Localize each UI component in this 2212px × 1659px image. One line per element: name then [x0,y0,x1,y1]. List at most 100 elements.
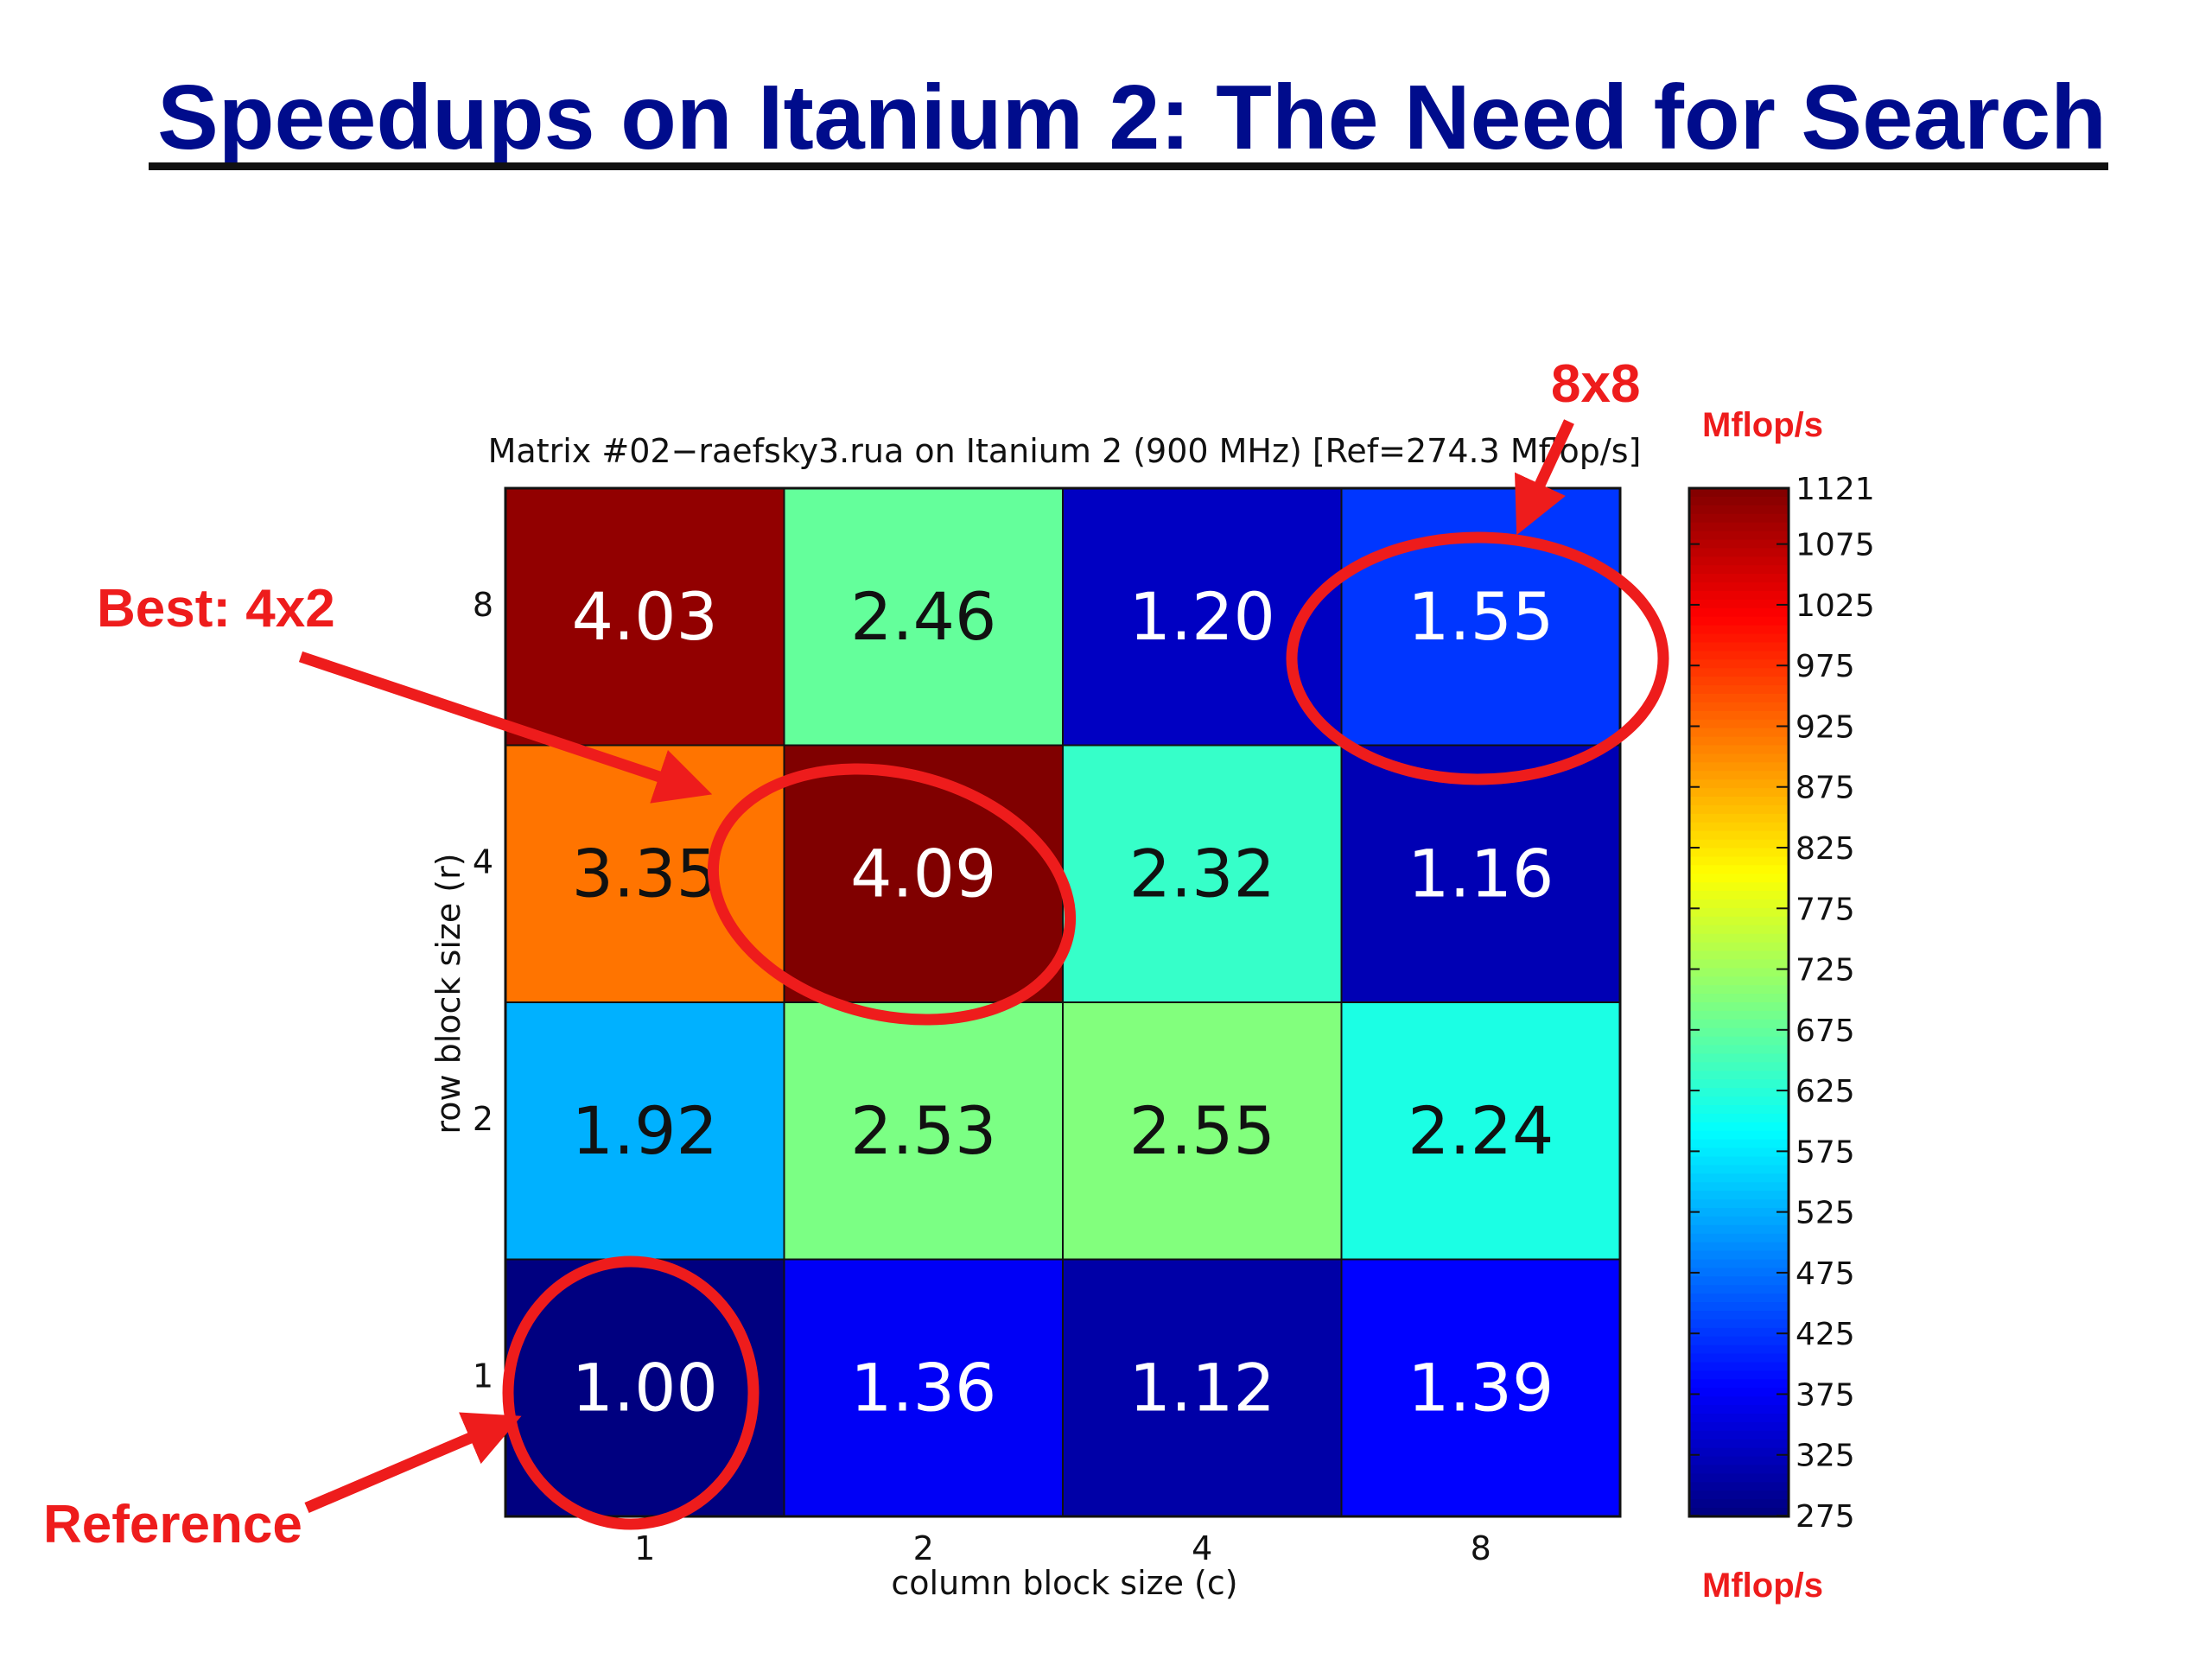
colorbar-band [1689,1302,1789,1312]
y-axis-label: row block size (r) [429,853,467,1134]
colorbar-band [1689,1036,1789,1046]
colorbar-band [1689,599,1789,609]
colorbar-band [1689,1122,1789,1132]
colorbar-band [1689,1113,1789,1123]
colorbar-band [1689,907,1789,918]
colorbar-band [1689,848,1789,858]
colorbar-band [1689,1216,1789,1226]
colorbar-band [1689,1473,1789,1484]
heatmap-cells: 4.03 2.46 1.20 1.55 3.35 4.09 2.32 1.16 1.92 2.53… [504,486,1622,1518]
colorbar-tick-label: 925 [1796,709,1855,745]
colorbar-band [1689,1327,1789,1338]
colorbar-band [1689,1199,1789,1209]
colorbar-band [1689,1071,1789,1081]
colorbar-unit-bottom: Mflop/s [1702,1567,1823,1605]
colorbar-band [1689,1182,1789,1192]
colorbar-band [1689,548,1789,558]
colorbar-band [1689,745,1789,755]
y-tick-label: 2 [473,1100,493,1138]
colorbar-band [1689,762,1789,772]
colorbar-tick-label: 875 [1796,771,1855,806]
slide-title: Speedups on Itanium 2: The Need for Sear… [157,67,2107,168]
x-axis-label: column block size (c) [891,1564,1237,1602]
colorbar-tick-label: 575 [1796,1135,1855,1170]
colorbar-band [1689,1105,1789,1115]
colorbar-band [1689,1311,1789,1320]
colorbar-tick-label: 275 [1796,1499,1855,1535]
colorbar-band [1689,1491,1789,1501]
arrow-reference [304,1412,522,1513]
colorbar-tick-label: 725 [1796,953,1855,988]
colorbar-tick-label: 425 [1796,1317,1855,1352]
colorbar-band [1689,856,1789,867]
colorbar-band [1689,1147,1789,1158]
colorbar-band [1689,1405,1789,1414]
colorbar-band [1689,925,1789,935]
heatmap-cell-4x4 [1062,744,1343,1003]
heatmap-cell-1x2 [783,1258,1064,1517]
colorbar-band [1689,1233,1789,1243]
colorbar-band [1689,1156,1789,1166]
colorbar-band [1689,1208,1789,1217]
colorbar-band [1689,1421,1789,1432]
highlight-circle-1x1 [502,1255,760,1530]
colorbar-band [1689,771,1789,781]
colorbar-band [1689,1353,1789,1363]
colorbar-band [1689,591,1789,601]
colorbar-band [1689,522,1789,532]
colorbar-band [1689,797,1789,806]
cell-value-1x1: 1.00 [572,1349,718,1426]
colorbar-band [1689,1053,1789,1064]
colorbar-tick-label: 975 [1796,649,1855,684]
chart-title: Matrix #02−raefsky3.rua on Itanium 2 (90… [488,432,1642,470]
colorbar-tick-label: 825 [1796,831,1855,867]
colorbar-tick-label: 675 [1796,1014,1855,1049]
colorbar-band [1689,625,1789,635]
y-tick-label: 1 [473,1357,493,1395]
colorbar-tick-label: 475 [1796,1256,1855,1292]
colorbar-band [1689,1173,1789,1184]
colorbar-band [1689,1344,1789,1355]
colorbar-tick-label: 525 [1796,1196,1855,1231]
colorbar-band [1689,1439,1789,1449]
colorbar-band [1689,959,1789,969]
colorbar-band [1689,1276,1789,1287]
colorbar-band [1689,488,1789,498]
y-axis-ticks: 1 2 4 8 [473,586,493,1395]
heatmap-cell-8x8 [1340,487,1621,747]
colorbar-band [1689,496,1789,506]
arrow-8x8 [1515,419,1574,536]
colorbar-band [1689,1336,1789,1346]
colorbar-unit-top: Mflop/s [1702,406,1823,444]
heatmap-cell-1x4 [1062,1258,1343,1517]
colorbar-band [1689,1250,1789,1261]
x-tick-label: 2 [913,1529,934,1567]
colorbar-band [1689,694,1789,703]
colorbar-band [1689,1019,1789,1029]
heatmap-cell-4x2 [783,744,1064,1003]
colorbar-band [1689,1396,1789,1407]
colorbar: 1121 1075 1025 975 925 875 825 775 725 675 625 575 5… [1688,472,1875,1535]
colorbar-band [1689,642,1789,652]
cell-value-2x4: 2.55 [1129,1092,1275,1169]
highlight-circle-4x2 [707,763,1077,1026]
colorbar-band [1689,719,1789,729]
colorbar-band [1689,1508,1789,1517]
colorbar-band [1689,1130,1789,1141]
colorbar-band [1689,1191,1789,1201]
colorbar-band [1689,1294,1789,1304]
colorbar-band [1689,1045,1789,1055]
cell-value-1x8: 1.39 [1408,1349,1554,1426]
colorbar-band [1689,651,1789,661]
cell-value-2x1: 1.92 [572,1092,718,1169]
colorbar-tick-label: 775 [1796,892,1855,927]
heatmap-cell-1x1 [505,1258,785,1517]
cell-value-4x8: 1.16 [1408,835,1554,912]
colorbar-band [1689,1096,1789,1106]
colorbar-band [1689,513,1789,524]
colorbar-band [1689,985,1789,995]
colorbar-band [1689,539,1789,550]
annotation-8x8: 8x8 [1551,354,1640,414]
colorbar-band [1689,916,1789,926]
